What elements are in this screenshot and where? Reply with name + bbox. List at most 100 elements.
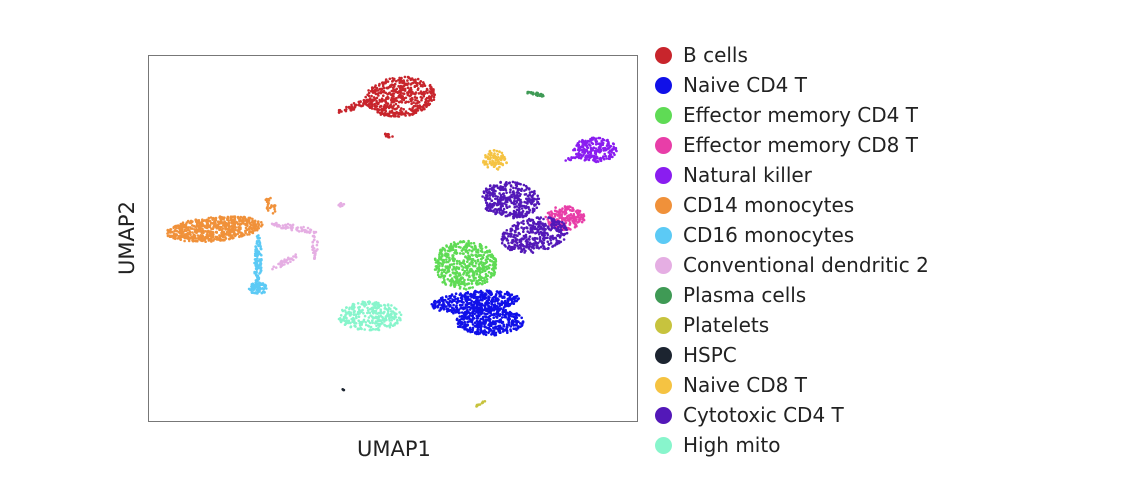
data-point (608, 149, 612, 153)
data-point (224, 224, 228, 228)
data-point (552, 223, 555, 227)
data-point (396, 319, 399, 322)
data-point (309, 228, 312, 231)
legend-label: Naive CD8 T (683, 373, 807, 397)
data-point (458, 240, 462, 244)
data-point (456, 297, 460, 300)
data-point (465, 242, 469, 245)
data-point (490, 302, 494, 305)
data-point (374, 312, 378, 315)
data-point (522, 222, 525, 226)
data-point (459, 324, 462, 327)
data-point (255, 278, 259, 282)
data-point (285, 258, 289, 262)
data-point (271, 267, 274, 271)
data-point (486, 155, 490, 158)
data-point (488, 149, 492, 153)
data-point (503, 315, 507, 318)
legend-marker (655, 46, 672, 64)
points-layer (166, 75, 618, 408)
data-point (498, 302, 502, 306)
data-point (494, 212, 498, 215)
data-point (530, 202, 533, 206)
data-point (196, 234, 200, 237)
data-point (406, 86, 410, 89)
data-point (380, 107, 384, 111)
data-point (427, 96, 431, 100)
data-point (498, 304, 502, 308)
data-point (366, 306, 369, 310)
data-point (496, 310, 500, 313)
data-point (409, 98, 413, 101)
data-point (555, 213, 559, 216)
data-point (515, 241, 519, 245)
data-point (442, 307, 446, 311)
data-point (465, 268, 469, 272)
legend-label: CD14 monocytes (683, 193, 855, 217)
data-point (496, 302, 500, 305)
data-point (587, 154, 591, 157)
data-point (352, 102, 356, 105)
data-point (481, 400, 485, 404)
data-point (594, 150, 597, 154)
data-point (225, 227, 229, 231)
data-point (451, 245, 455, 249)
data-point (443, 268, 447, 272)
data-point (594, 152, 598, 156)
data-point (364, 95, 368, 99)
data-point (391, 79, 394, 83)
data-point (466, 278, 470, 281)
data-point (353, 106, 357, 109)
data-point (504, 231, 507, 235)
data-point (479, 317, 483, 321)
data-point (193, 228, 196, 231)
data-point (381, 84, 385, 88)
data-point (374, 321, 378, 325)
data-point (387, 135, 390, 139)
data-point (503, 183, 507, 186)
data-point (486, 312, 489, 316)
data-point (372, 310, 375, 313)
data-point (443, 303, 446, 307)
data-point (218, 234, 221, 237)
data-point (405, 100, 408, 104)
data-point (399, 100, 403, 103)
data-point (498, 329, 502, 332)
data-point (442, 276, 446, 280)
data-point (573, 148, 577, 152)
data-point (561, 221, 564, 224)
data-point (420, 109, 424, 112)
data-point (402, 79, 406, 82)
data-point (602, 156, 605, 159)
data-point (510, 232, 513, 236)
data-point (369, 325, 373, 329)
data-point (253, 261, 256, 265)
data-point (512, 295, 516, 299)
data-point (505, 205, 508, 208)
data-point (393, 85, 396, 88)
data-point (500, 157, 504, 160)
data-point (466, 323, 470, 327)
data-point (519, 213, 522, 217)
legend-marker (655, 346, 672, 364)
data-point (198, 236, 202, 240)
data-point (448, 248, 451, 252)
data-point (296, 229, 299, 232)
data-point (512, 192, 516, 195)
data-point (230, 220, 233, 223)
data-point (471, 311, 475, 315)
data-point (477, 263, 481, 266)
data-point (594, 143, 598, 146)
data-point (348, 313, 352, 317)
data-point (485, 278, 489, 281)
data-point (389, 307, 392, 311)
data-point (253, 219, 257, 223)
data-point (501, 209, 504, 213)
data-point (450, 248, 453, 252)
legend-item: Conventional dendritic 2 (655, 250, 929, 280)
data-point (312, 238, 316, 242)
data-point (518, 202, 522, 206)
data-point (452, 309, 456, 312)
data-point (177, 226, 181, 230)
data-point (490, 199, 494, 202)
